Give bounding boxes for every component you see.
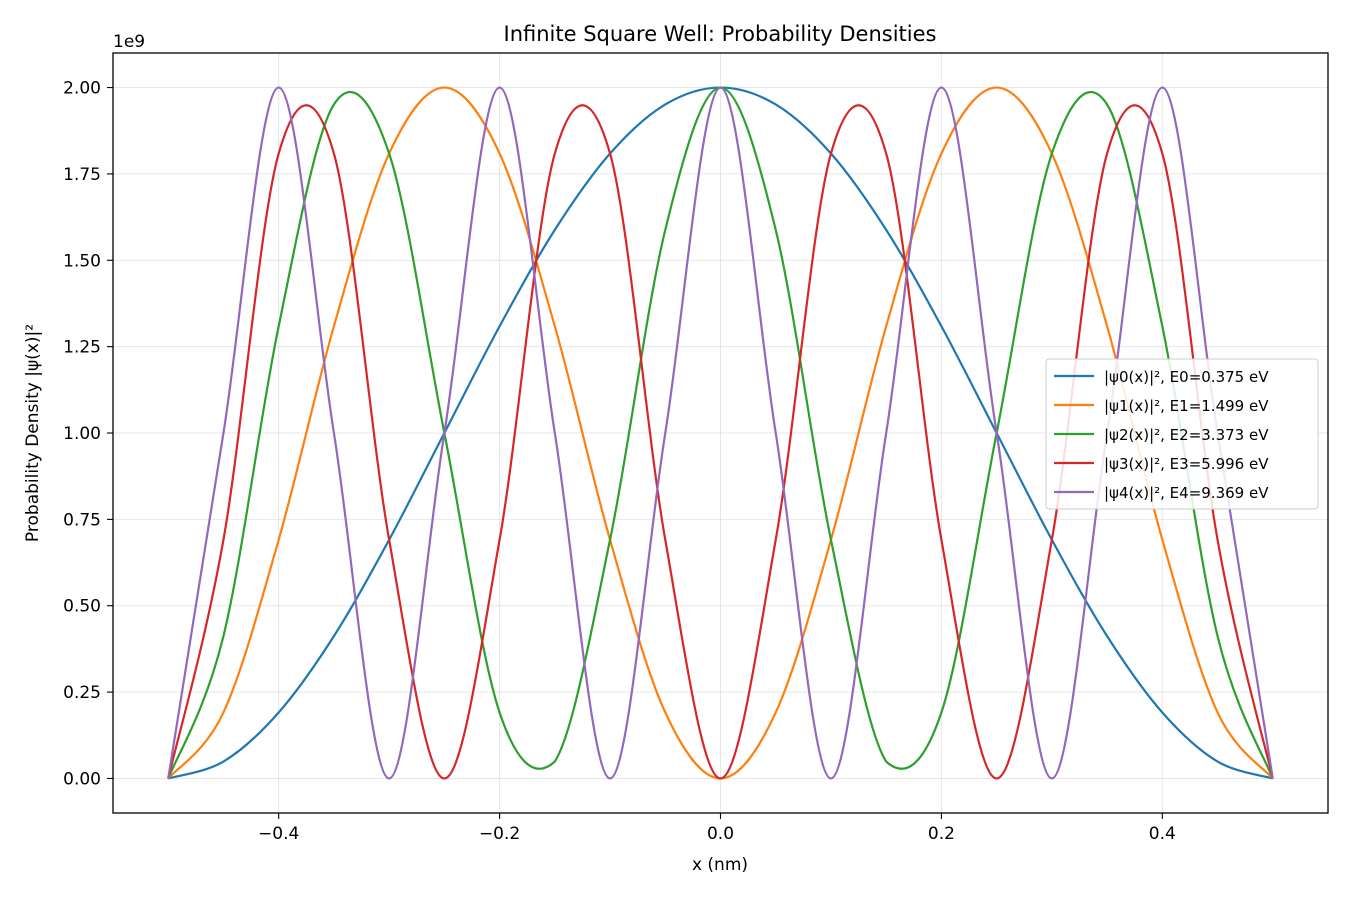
legend-label: |ψ2(x)|², E2=3.373 eV bbox=[1104, 426, 1269, 444]
y-tick-label: 1.75 bbox=[63, 165, 101, 185]
legend-label: |ψ1(x)|², E1=1.499 eV bbox=[1104, 397, 1269, 415]
x-tick-label: −0.4 bbox=[258, 824, 299, 844]
x-tick-label: −0.2 bbox=[479, 824, 520, 844]
x-tick-label: 0.4 bbox=[1149, 824, 1176, 844]
y-tick-label: 0.25 bbox=[63, 683, 101, 703]
chart-title: Infinite Square Well: Probability Densit… bbox=[504, 22, 937, 46]
y-tick-label: 2.00 bbox=[63, 79, 101, 99]
y-axis-label: Probability Density |ψ(x)|² bbox=[23, 324, 43, 542]
x-tick-label: 0.0 bbox=[707, 824, 734, 844]
y-tick-label: 0.50 bbox=[63, 597, 101, 617]
legend: |ψ0(x)|², E0=0.375 eV |ψ1(x)|², E1=1.499 … bbox=[1046, 359, 1318, 509]
x-tick-label: 0.2 bbox=[928, 824, 955, 844]
y-tick-label: 0.75 bbox=[63, 510, 101, 530]
legend-label: |ψ3(x)|², E3=5.996 eV bbox=[1104, 455, 1269, 473]
y-offset-text: 1e9 bbox=[113, 32, 145, 52]
y-tick-label: 0.00 bbox=[63, 769, 101, 789]
y-tick-label: 1.50 bbox=[63, 251, 101, 271]
legend-label: |ψ4(x)|², E4=9.369 eV bbox=[1104, 484, 1269, 502]
y-tick-label: 1.25 bbox=[63, 338, 101, 358]
x-axis-label: x (nm) bbox=[692, 855, 748, 875]
legend-label: |ψ0(x)|², E0=0.375 eV bbox=[1104, 368, 1269, 386]
y-tick-label: 1.00 bbox=[63, 424, 101, 444]
